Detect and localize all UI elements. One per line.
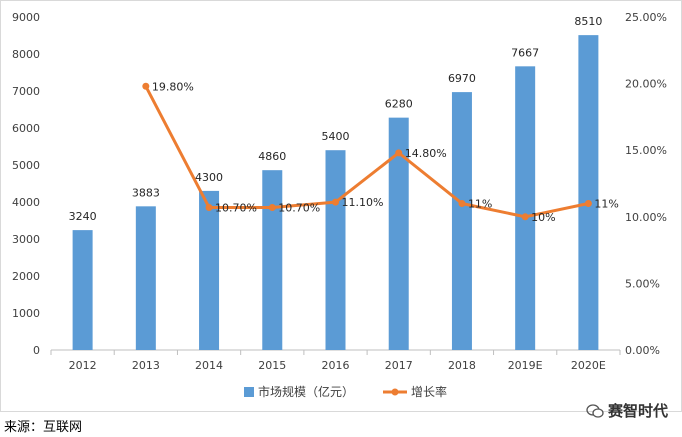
x-tick-label: 2017	[385, 359, 413, 372]
x-tick-label: 2014	[195, 359, 223, 372]
line-point	[521, 213, 529, 221]
y-right-tick-label: 5.00%	[625, 277, 660, 290]
line-data-label: 10.70%	[278, 201, 320, 214]
line-point	[332, 198, 339, 206]
watermark: 赛智时代	[586, 400, 668, 421]
bar-data-label: 6280	[385, 98, 413, 111]
bar	[325, 150, 346, 350]
y-right-tick-label: 20.00%	[625, 78, 667, 91]
y-right-tick-label: 10.00%	[625, 211, 667, 224]
line-data-label: 19.80%	[152, 80, 194, 93]
y-left-tick-label: 3000	[12, 233, 40, 246]
bar-data-label: 8510	[574, 15, 602, 28]
wechat-icon	[586, 403, 604, 418]
line-point	[458, 199, 466, 207]
legend-swatch-bar	[244, 387, 254, 397]
y-left-tick-label: 0	[33, 344, 40, 357]
x-tick-label: 2012	[69, 359, 97, 372]
watermark-text: 赛智时代	[607, 402, 668, 420]
x-tick-label: 2019E	[508, 359, 543, 372]
line-data-label: 11%	[594, 197, 618, 210]
bar	[199, 190, 220, 350]
line-point	[268, 203, 276, 211]
legend-label: 增长率	[411, 384, 447, 399]
bar-data-label: 3883	[132, 186, 160, 199]
bar	[72, 230, 93, 350]
bar	[388, 117, 409, 350]
line-data-label: 11%	[468, 197, 492, 210]
x-tick-label: 2016	[322, 359, 350, 372]
legend-label: 市场规模（亿元）	[258, 384, 354, 399]
y-left-tick-label: 8000	[12, 48, 40, 61]
y-right-tick-label: 25.00%	[625, 11, 667, 24]
x-tick-label: 2020E	[571, 359, 606, 372]
line-data-label: 10.70%	[215, 201, 257, 214]
y-left-tick-label: 7000	[12, 85, 40, 98]
bar-data-label: 5400	[322, 130, 350, 143]
source-note: 来源：互联网	[4, 420, 83, 435]
y-left-tick-label: 5000	[12, 159, 40, 172]
combo-chart: 0 1000 2000 3000 4000 5000 6000 7000 8000 9000 0.0…	[12, 11, 667, 399]
y-right-tick-label: 0.00%	[625, 344, 660, 357]
y-left-tick-label: 2000	[12, 270, 40, 283]
y-left-tick-label: 9000	[12, 11, 40, 24]
growth-line	[144, 85, 589, 219]
bar	[135, 206, 156, 350]
bar-data-label: 3240	[69, 210, 97, 223]
x-tick-label: 2018	[448, 359, 476, 372]
x-tick-label: 2013	[132, 359, 160, 372]
legend-swatch-marker	[391, 388, 399, 396]
line-point	[205, 203, 213, 211]
x-tick-label: 2015	[258, 359, 286, 372]
bar-data-label: 6970	[448, 72, 476, 85]
bar	[515, 66, 536, 351]
y-left-tick-label: 6000	[12, 122, 40, 135]
bar-data-label: 4860	[258, 150, 286, 163]
y-left-tick-label: 4000	[12, 196, 40, 209]
bar	[262, 170, 283, 350]
line-data-label: 10%	[531, 211, 555, 224]
line-data-label: 14.80%	[405, 147, 447, 160]
line-point	[584, 199, 592, 207]
bar-data-label: 7667	[511, 46, 539, 59]
line-point	[142, 82, 150, 90]
bar-data-label: 4300	[195, 171, 223, 184]
bar	[578, 35, 599, 350]
line-point	[395, 149, 403, 157]
y-right-tick-label: 15.00%	[625, 144, 667, 157]
line-data-label: 11.10%	[342, 196, 384, 209]
bar	[451, 92, 472, 351]
y-left-tick-label: 1000	[12, 307, 40, 320]
